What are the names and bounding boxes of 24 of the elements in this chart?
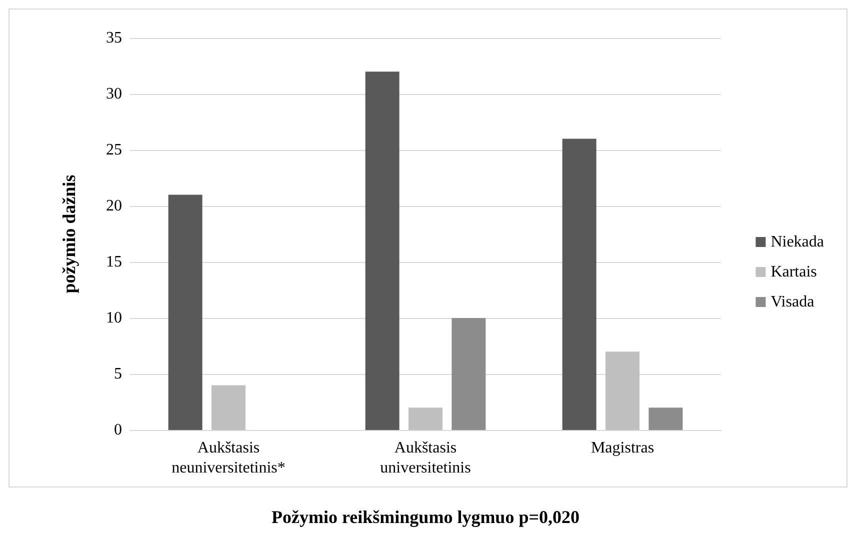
bar <box>212 385 246 430</box>
bar <box>648 408 683 430</box>
x-axis-title: Požymio reikšmingumo lygmuo p=0,020 <box>272 507 580 527</box>
y-tick-label: 20 <box>106 198 122 214</box>
x-tick-label: Aukštasis neuniversitetinis* <box>172 440 286 476</box>
x-tick-label: Magistras <box>590 440 654 456</box>
y-tick-label: 5 <box>114 366 122 382</box>
legend-label: Visada <box>770 294 814 310</box>
y-tick-label: 30 <box>106 86 122 102</box>
bar <box>606 352 640 430</box>
y-tick-label: 25 <box>106 142 122 158</box>
bar <box>408 408 442 430</box>
legend-label: Niekada <box>770 234 824 250</box>
bar <box>452 318 486 430</box>
y-axis-title: požymio dažnis <box>59 174 79 294</box>
y-tick-label: 0 <box>114 422 122 438</box>
y-tick-label: 10 <box>106 310 122 326</box>
y-tick-label: 35 <box>106 30 122 46</box>
bar <box>365 72 400 430</box>
bar <box>168 194 202 430</box>
y-tick-label: 15 <box>106 254 122 270</box>
x-tick-label: Aukštasis universitetinis <box>380 440 471 476</box>
bar <box>562 138 596 430</box>
legend-label: Kartais <box>770 264 817 280</box>
